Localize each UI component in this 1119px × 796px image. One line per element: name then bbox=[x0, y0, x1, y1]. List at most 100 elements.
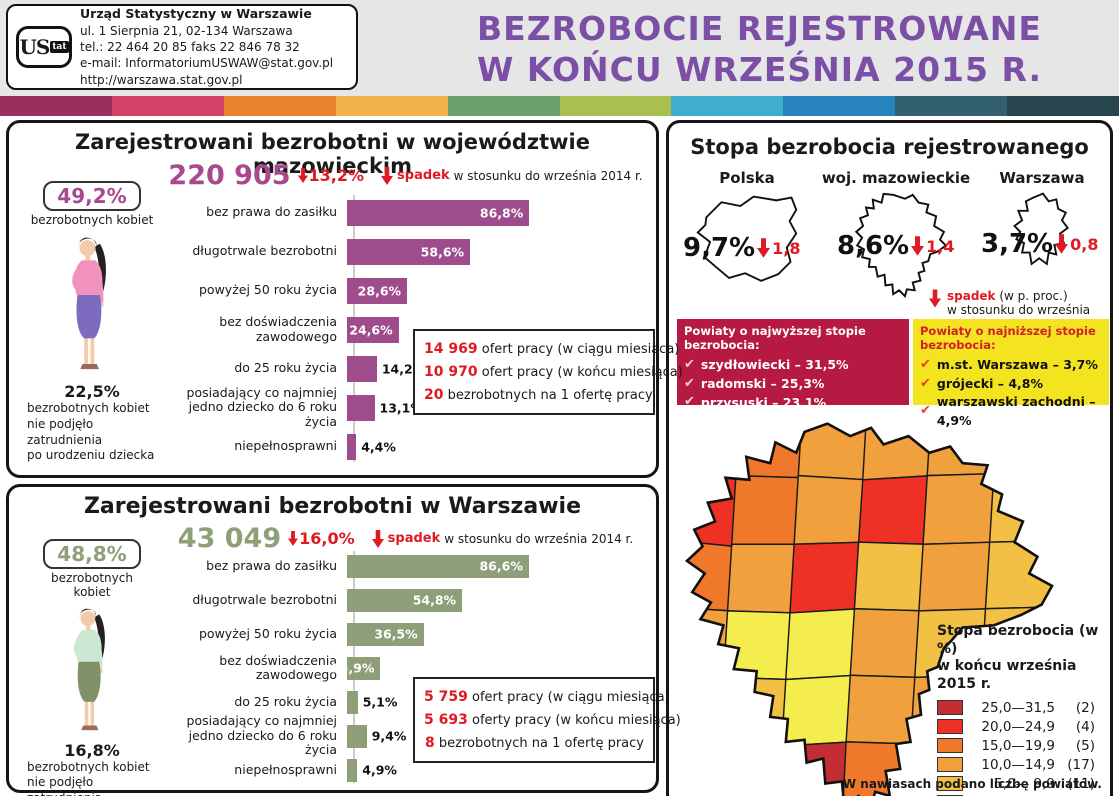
bar-track: 86,8% bbox=[345, 199, 650, 226]
bar-track: 5,1% bbox=[345, 690, 650, 714]
legend-color-swatch bbox=[937, 738, 963, 753]
offer-line: 10 970 ofert pracy (w końcu miesiąca) bbox=[424, 361, 683, 384]
women-return-pct: 22,5% bbox=[64, 382, 120, 402]
poland-outline-map bbox=[696, 195, 798, 282]
offer-number: 10 970 bbox=[424, 363, 478, 380]
bar-value-label: 24,6% bbox=[349, 322, 393, 337]
panel-mazowieckie: Zarejestrowani bezrobotni w województwie… bbox=[6, 120, 683, 478]
logo-us-text: US bbox=[19, 35, 50, 59]
bar-value-label: 15,9% bbox=[331, 660, 375, 676]
bar-row: posiadający co najmniej jedno dziecko do… bbox=[169, 384, 650, 429]
contact-box: US tat Urząd Statystyczny w Warszawie ul.… bbox=[6, 4, 358, 90]
page-title-line2: W KOŃCU WRZEŚNIA 2015 R. bbox=[476, 50, 1043, 90]
woj-map-wrap: 8,6% 1,4 bbox=[821, 189, 971, 305]
legend-count: (4) bbox=[1075, 718, 1095, 735]
bar-value-label: 54,8% bbox=[412, 592, 457, 608]
bar-value-label: 28,6% bbox=[357, 283, 402, 298]
bar: 13,1% bbox=[347, 394, 423, 421]
legend-row: 15,0—19,9 (5) bbox=[937, 736, 1113, 755]
bar-category-label: posiadający co najmniej jedno dziecko do… bbox=[186, 713, 337, 758]
bar-track: 54,8% bbox=[345, 588, 650, 612]
bar: 4,9% bbox=[347, 758, 397, 782]
mazowieckie-outline-map bbox=[854, 192, 948, 298]
region-woj-mazowieckie: woj. mazowieckie 8,6% 1,4 bbox=[821, 169, 971, 305]
bar-row: bez prawa do zasiłku 86,8% bbox=[169, 193, 650, 232]
bar-row: długotrwale bezrobotni 54,8% bbox=[169, 583, 650, 617]
color-strip-segment bbox=[1007, 96, 1119, 116]
bar: 86,6% bbox=[347, 554, 529, 578]
warszawa-women-figure-col: 48,8% bezrobotnych kobiet 16,8% bezrobot… bbox=[13, 539, 171, 796]
legend-color-swatch bbox=[937, 776, 963, 791]
bar-row: posiadający co najmniej jedno dziecko do… bbox=[169, 714, 650, 757]
legend-count: (2) bbox=[1075, 699, 1095, 716]
bar-value-label: 4,4% bbox=[361, 439, 396, 454]
offer-line: 14 969 ofert pracy (w ciągu miesiąca) bbox=[424, 338, 679, 361]
legend-count: (11) bbox=[1067, 775, 1095, 792]
bar: 58,6% bbox=[347, 238, 471, 265]
bar-track: 15,9% bbox=[331, 656, 650, 680]
region-warszawa: Warszawa 3,7% 0,8 bbox=[981, 169, 1103, 285]
warszawa-offers-box: 5 759 ofert pracy (w ciągu miesiąca) 5 6… bbox=[413, 677, 681, 764]
warszawa-total: 43 049 bbox=[177, 523, 282, 554]
bar-value-label: 58,6% bbox=[420, 244, 465, 259]
panel-mazowieckie-title: Zarejestrowani bezrobotni w województwie… bbox=[75, 130, 590, 178]
bar-value-label: 13,1% bbox=[379, 400, 423, 415]
legend-row: 10,0—14,9 (17) bbox=[937, 755, 1113, 774]
check-icon bbox=[920, 375, 931, 394]
bar: 54,8% bbox=[347, 588, 463, 612]
bar: 9,4% bbox=[347, 724, 406, 748]
bar-row: do 25 roku życia 5,1% bbox=[169, 685, 650, 719]
offer-number: 5 693 bbox=[424, 711, 468, 728]
decrease-arrow-icon bbox=[1055, 234, 1069, 254]
bar: 36,5% bbox=[347, 622, 424, 646]
women-return-caption: bezrobotnych kobiet nie podjęło zatrudni… bbox=[27, 759, 150, 796]
bar-track: 24,6% bbox=[345, 316, 650, 343]
contact-lines: Urząd Statystyczny w Warszawie ul. 1 Sie… bbox=[80, 6, 333, 88]
warszawa-change-note: spadek w stosunku do września 2014 r. bbox=[371, 529, 633, 549]
mazowieckie-change-note: spadek w stosunku do września 2014 r. bbox=[381, 166, 643, 186]
bar-category-label: posiadający co najmniej jedno dziecko do… bbox=[186, 384, 337, 429]
bar-row: powyżej 50 roku życia 28,6% bbox=[169, 271, 650, 310]
color-strip-segment bbox=[111, 96, 224, 116]
decrease-arrow-icon bbox=[288, 531, 299, 546]
bar-row: bez doświadczenia zawodowego 15,9% bbox=[169, 651, 650, 685]
color-strip-segment bbox=[223, 96, 336, 116]
mazowieckie-offers-box: 14 969 ofert pracy (w ciągu miesiąca) 10… bbox=[413, 329, 683, 416]
women-return-caption: bezrobotnych kobiet nie podjęło zatrudni… bbox=[27, 401, 155, 463]
legend-range: 20,0—24,9 bbox=[981, 718, 1055, 735]
warszawa-change: 16,0% bbox=[288, 529, 355, 548]
offer-line: 5 693 oferty pracy (w końcu miesiąca) bbox=[424, 709, 681, 732]
women-share-caption: bezrobotnych kobiet bbox=[51, 571, 133, 600]
legend-count: (3) bbox=[1055, 795, 1095, 796]
warszawa-map-wrap: 3,7% 0,8 bbox=[981, 189, 1103, 285]
color-strip-segment bbox=[0, 96, 112, 116]
color-strip-segment bbox=[783, 96, 896, 116]
bar: 4,4% bbox=[347, 433, 396, 460]
powiat-item: warszawski zachodni – 4,9% bbox=[920, 393, 1102, 429]
offer-line: 8 bezrobotnych na 1 ofertę pracy bbox=[424, 732, 644, 755]
logo-tat-text: tat bbox=[50, 41, 69, 53]
women-share-badge: 48,8% bbox=[43, 539, 141, 569]
warszawa-rate: 3,7% 0,8 bbox=[981, 229, 1099, 259]
legend-footnote: W nawiasach podano liczbę powiatów. bbox=[842, 777, 1102, 791]
legend-color-swatch bbox=[937, 700, 963, 715]
bar-row: bez prawa do zasiłku 86,6% bbox=[169, 549, 650, 583]
decrease-arrow-icon bbox=[381, 166, 394, 185]
bar-track: 9,4% bbox=[345, 724, 650, 748]
color-strip-segment bbox=[671, 96, 784, 116]
check-icon bbox=[684, 356, 695, 375]
warszawa-bar-chart: bez prawa do zasiłku 86,6% długotrwale b… bbox=[169, 549, 650, 787]
legend-color-swatch bbox=[937, 757, 963, 772]
warszawa-total-row: 43 049 16,0% spadek w stosunku do wrześni… bbox=[159, 523, 652, 554]
page-title: BEZROBOCIE REJESTROWANE W KOŃCU WRZEŚNIA… bbox=[400, 8, 1119, 91]
color-strip-segment bbox=[559, 96, 672, 116]
bar-row: bez doświadczenia zawodowego 24,6% bbox=[169, 310, 650, 349]
bar-category-label: powyżej 50 roku życia bbox=[198, 282, 337, 298]
panel-warszawa: Zarejestrowani bezrobotni w Warszawie 43… bbox=[6, 484, 681, 796]
bar-value-label: 86,8% bbox=[479, 205, 524, 220]
color-strip-segment bbox=[335, 96, 448, 116]
org-name: Urząd Statystyczny w Warszawie bbox=[80, 6, 312, 22]
check-icon bbox=[920, 356, 931, 375]
woman-illustration bbox=[73, 608, 105, 730]
